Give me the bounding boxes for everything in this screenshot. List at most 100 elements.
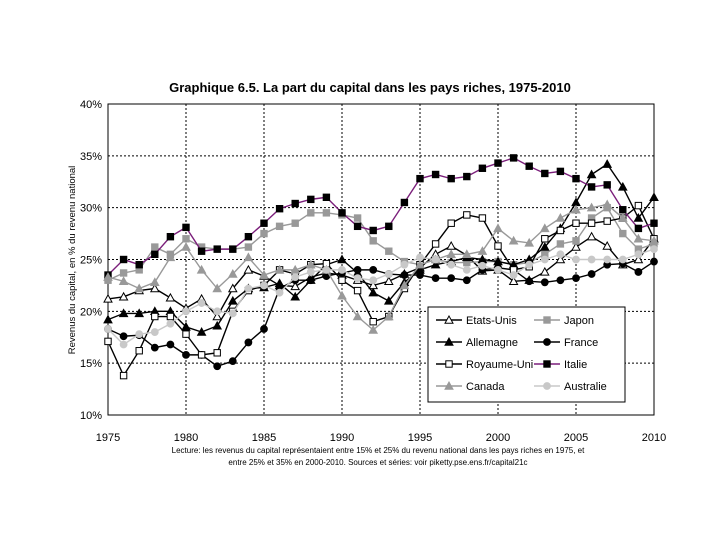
data-point-etats-unis	[383, 276, 394, 285]
chart-title: Graphique 6.5. La part du capital dans l…	[169, 80, 571, 95]
chart-note-line-1: Lecture: les revenus du capital représen…	[172, 446, 585, 455]
data-point-canada	[243, 252, 254, 262]
data-point-france	[462, 276, 471, 285]
data-point-italie	[338, 209, 346, 217]
data-point-australie	[572, 255, 580, 264]
data-point-royaume-uni	[135, 347, 143, 355]
data-point-canada	[383, 311, 394, 321]
data-point-royaume-uni	[541, 235, 549, 243]
data-point-canada	[118, 276, 129, 285]
data-point-canada	[368, 324, 379, 334]
data-point-japon	[556, 240, 565, 248]
data-point-canada	[149, 277, 160, 287]
y-tick-label: 35%	[80, 151, 102, 163]
data-point-japon	[619, 229, 627, 238]
data-point-australie	[556, 250, 565, 259]
data-point-italie	[353, 222, 362, 231]
legend-marker-royaume-uni	[445, 360, 453, 368]
data-point-royaume-uni	[572, 219, 580, 227]
data-point-france	[166, 340, 175, 349]
data-point-royaume-uni	[369, 318, 377, 326]
y-tick-label: 15%	[80, 358, 102, 370]
data-point-allemagne	[571, 197, 581, 207]
data-point-france	[556, 276, 565, 285]
data-point-australie	[494, 265, 502, 274]
data-point-italie	[556, 167, 565, 176]
data-point-italie	[322, 193, 331, 202]
data-point-royaume-uni	[587, 219, 596, 227]
legend-label-allemagne: Allemagne	[466, 337, 518, 349]
series-line-allemagne	[107, 163, 655, 333]
series-line-japon	[107, 206, 655, 281]
data-point-italie	[603, 181, 611, 189]
data-point-italie	[275, 205, 284, 213]
data-point-canada	[602, 199, 613, 209]
data-point-australie	[587, 255, 596, 264]
data-point-etats-unis	[508, 276, 519, 285]
data-point-etats-unis	[586, 231, 597, 241]
data-point-australie	[338, 265, 346, 274]
data-point-etats-unis	[243, 264, 254, 274]
data-point-italie	[166, 232, 175, 241]
data-point-japon	[322, 209, 331, 217]
data-point-australie	[275, 288, 284, 297]
data-point-france	[634, 268, 643, 276]
data-point-italie	[509, 154, 518, 162]
data-point-allemagne	[118, 308, 129, 318]
data-point-canada	[555, 213, 566, 222]
data-point-australie	[244, 284, 253, 293]
data-point-royaume-uni	[447, 219, 455, 227]
data-point-royaume-uni	[634, 201, 643, 210]
data-point-australie	[197, 299, 206, 307]
data-point-canada	[305, 259, 316, 269]
data-point-italie	[463, 172, 471, 181]
series-group	[103, 154, 659, 380]
data-point-allemagne	[649, 192, 659, 201]
data-point-royaume-uni	[494, 242, 502, 250]
data-point-japon	[151, 243, 159, 251]
data-point-japon	[307, 209, 315, 217]
grid	[108, 104, 654, 415]
data-point-royaume-uni	[603, 217, 611, 225]
data-point-italie	[291, 199, 299, 208]
x-tick-label: 2005	[564, 432, 588, 444]
data-point-australie	[603, 255, 612, 264]
y-tick-label: 40%	[80, 99, 102, 111]
data-point-allemagne	[134, 308, 145, 318]
data-point-canada	[352, 311, 363, 321]
x-tick-label: 1995	[408, 432, 432, 444]
y-tick-label: 25%	[80, 255, 102, 267]
y-tick-label: 30%	[80, 203, 102, 215]
data-point-canada	[337, 290, 347, 300]
data-point-france	[400, 271, 409, 279]
data-point-italie	[307, 195, 315, 204]
data-point-france	[119, 332, 128, 341]
x-tick-label: 1975	[96, 432, 120, 444]
y-tick-label: 10%	[80, 410, 102, 422]
series-line-canada	[107, 203, 655, 331]
data-point-etats-unis	[633, 254, 644, 264]
data-point-australie	[213, 307, 222, 316]
data-point-royaume-uni	[213, 349, 221, 357]
data-point-australie	[509, 271, 518, 279]
data-point-italie	[369, 226, 377, 235]
data-point-royaume-uni	[478, 214, 487, 222]
data-point-royaume-uni	[463, 211, 471, 219]
data-point-france	[182, 350, 190, 359]
data-point-italie	[650, 219, 658, 227]
data-point-australie	[384, 270, 393, 278]
data-point-australie	[306, 268, 315, 276]
legend-label-canada: Canada	[466, 381, 505, 393]
data-point-etats-unis	[118, 291, 129, 301]
data-point-france	[431, 274, 440, 283]
data-point-italie	[400, 198, 409, 207]
data-point-canada	[477, 246, 488, 255]
data-point-italie	[619, 206, 627, 214]
data-point-france	[650, 257, 658, 266]
data-point-italie	[213, 245, 221, 253]
x-tick-label: 1990	[330, 432, 354, 444]
data-point-etats-unis	[539, 266, 550, 276]
data-point-australie	[462, 265, 471, 274]
data-point-etats-unis	[227, 283, 238, 293]
